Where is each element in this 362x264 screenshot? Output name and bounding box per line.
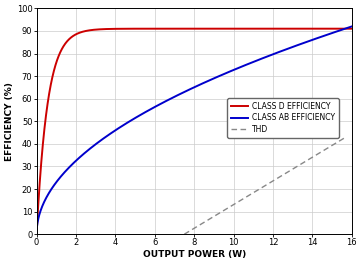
CLASS AB EFFICIENCY <box>34 233 39 236</box>
CLASS D EFFICIENCY <box>286 27 290 30</box>
CLASS D EFFICIENCY <box>173 27 178 30</box>
THD <box>278 175 283 178</box>
CLASS AB EFFICIENCY <box>350 25 354 28</box>
Legend: CLASS D EFFICIENCY, CLASS AB EFFICIENCY, THD: CLASS D EFFICIENCY, CLASS AB EFFICIENCY,… <box>227 98 338 138</box>
Y-axis label: EFFICIENCY (%): EFFICIENCY (%) <box>5 82 14 161</box>
CLASS D EFFICIENCY <box>34 233 39 236</box>
CLASS D EFFICIENCY <box>162 27 166 30</box>
CLASS D EFFICIENCY <box>251 27 255 30</box>
THD <box>329 145 333 148</box>
THD <box>183 232 187 235</box>
CLASS AB EFFICIENCY <box>286 47 290 50</box>
CLASS D EFFICIENCY <box>67 38 71 41</box>
X-axis label: OUTPUT POWER (W): OUTPUT POWER (W) <box>143 250 246 259</box>
Line: THD: THD <box>184 137 346 234</box>
CLASS AB EFFICIENCY <box>251 60 255 64</box>
THD <box>281 173 285 176</box>
Line: CLASS AB EFFICIENCY: CLASS AB EFFICIENCY <box>37 26 352 234</box>
THD <box>182 233 186 236</box>
CLASS AB EFFICIENCY <box>67 166 71 169</box>
CLASS D EFFICIENCY <box>280 27 285 30</box>
CLASS AB EFFICIENCY <box>173 95 178 98</box>
CLASS AB EFFICIENCY <box>280 49 285 52</box>
THD <box>318 151 323 154</box>
CLASS D EFFICIENCY <box>350 27 354 30</box>
Line: CLASS D EFFICIENCY: CLASS D EFFICIENCY <box>37 29 352 234</box>
THD <box>344 135 348 139</box>
THD <box>278 175 282 178</box>
CLASS AB EFFICIENCY <box>162 101 166 104</box>
